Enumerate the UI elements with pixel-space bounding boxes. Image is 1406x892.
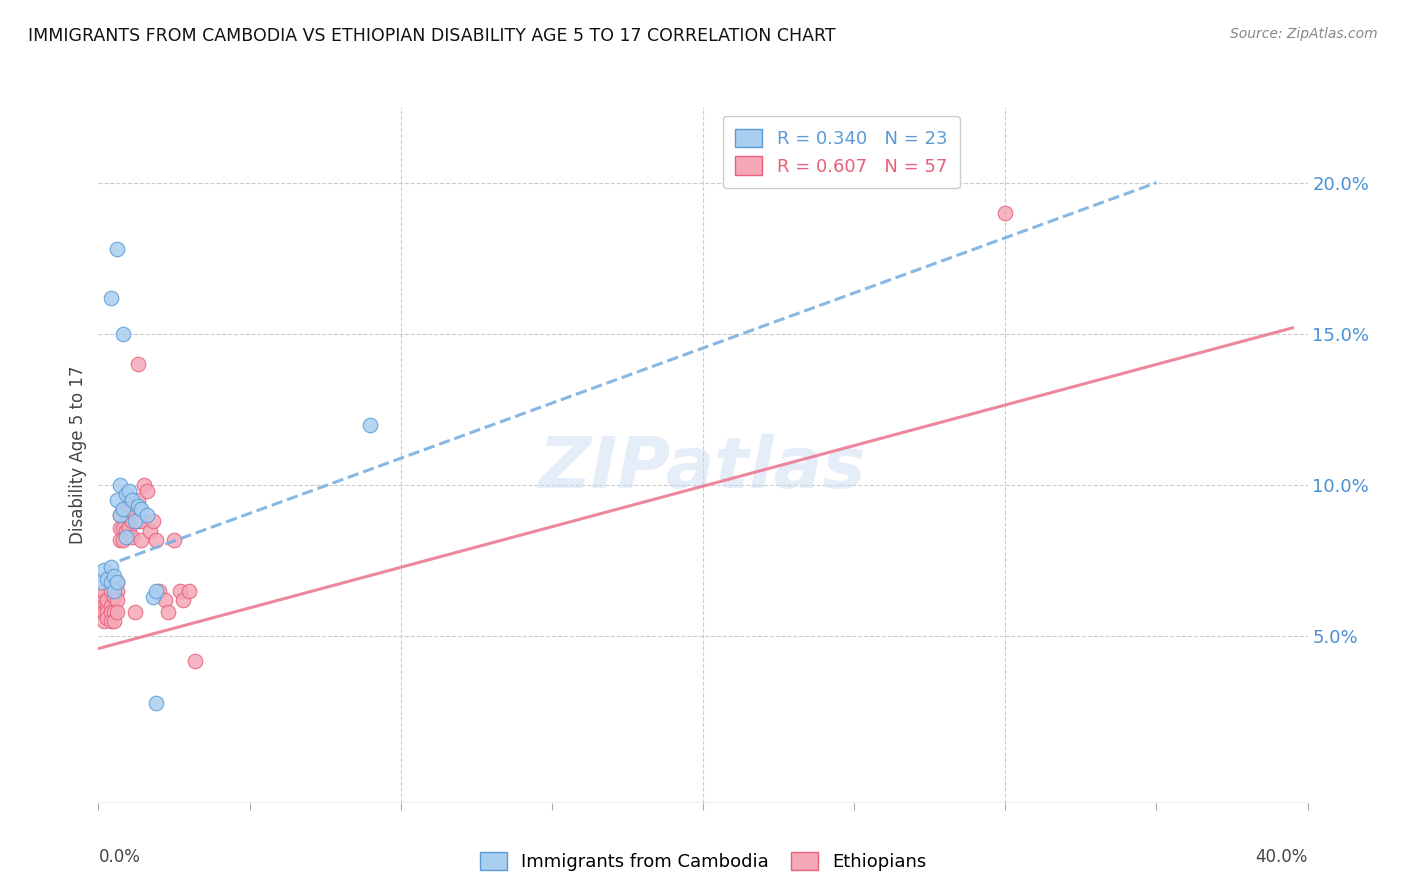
Point: [163, 533, 186, 547]
Point: [103, 605, 125, 619]
Point: [103, 590, 125, 604]
Point: [118, 502, 141, 516]
Point: [90, 599, 112, 614]
Point: [100, 605, 122, 619]
Point: [108, 520, 131, 534]
Point: [127, 493, 149, 508]
Point: [105, 574, 128, 589]
Point: [114, 530, 136, 544]
Point: [121, 493, 143, 508]
Point: [148, 584, 170, 599]
Point: [108, 508, 131, 523]
Point: [169, 584, 191, 599]
Point: [184, 654, 207, 668]
Point: [118, 520, 141, 534]
Point: [100, 291, 122, 305]
Point: [111, 520, 134, 534]
Point: [96, 593, 118, 607]
Point: [111, 502, 134, 516]
Point: [100, 574, 122, 589]
Point: [111, 533, 134, 547]
Point: [145, 696, 167, 710]
Point: [93, 605, 115, 619]
Point: [121, 515, 143, 529]
Point: [108, 533, 131, 547]
Point: [108, 478, 131, 492]
Point: [135, 508, 157, 523]
Point: [105, 242, 128, 256]
Point: [145, 533, 167, 547]
Point: [105, 574, 128, 589]
Point: [129, 502, 152, 516]
Point: [132, 478, 155, 492]
Text: IMMIGRANTS FROM CAMBODIA VS ETHIOPIAN DISABILITY AGE 5 TO 17 CORRELATION CHART: IMMIGRANTS FROM CAMBODIA VS ETHIOPIAN DI…: [28, 27, 835, 45]
Point: [90, 590, 112, 604]
Point: [127, 515, 149, 529]
Point: [100, 559, 122, 574]
Point: [93, 593, 115, 607]
Point: [135, 484, 157, 499]
Point: [124, 508, 146, 523]
Point: [103, 569, 125, 583]
Point: [114, 508, 136, 523]
Text: 0.0%: 0.0%: [98, 848, 141, 866]
Point: [93, 584, 115, 599]
Point: [118, 484, 141, 499]
Point: [127, 357, 149, 371]
Point: [105, 605, 128, 619]
Point: [127, 500, 149, 514]
Point: [103, 584, 125, 599]
Point: [103, 574, 125, 589]
Point: [111, 326, 134, 341]
Point: [100, 584, 122, 599]
Point: [100, 615, 122, 629]
Point: [156, 605, 179, 619]
Point: [360, 417, 382, 432]
Point: [994, 206, 1017, 220]
Point: [114, 524, 136, 538]
Point: [108, 508, 131, 523]
Point: [96, 572, 118, 586]
Point: [124, 605, 146, 619]
Point: [129, 515, 152, 529]
Text: Source: ZipAtlas.com: Source: ZipAtlas.com: [1230, 27, 1378, 41]
Point: [121, 530, 143, 544]
Point: [90, 574, 112, 589]
Point: [96, 611, 118, 625]
Point: [114, 487, 136, 501]
Point: [142, 590, 165, 604]
Point: [96, 599, 118, 614]
Point: [172, 593, 194, 607]
Point: [124, 515, 146, 529]
Point: [93, 615, 115, 629]
Point: [93, 563, 115, 577]
Point: [105, 493, 128, 508]
Text: ZIPatlas: ZIPatlas: [540, 434, 866, 503]
Point: [139, 524, 162, 538]
Point: [100, 599, 122, 614]
Point: [142, 515, 165, 529]
Point: [145, 584, 167, 599]
Y-axis label: Disability Age 5 to 17: Disability Age 5 to 17: [69, 366, 87, 544]
Point: [153, 593, 176, 607]
Legend: R = 0.340   N = 23, R = 0.607   N = 57: R = 0.340 N = 23, R = 0.607 N = 57: [723, 116, 960, 188]
Point: [105, 593, 128, 607]
Point: [90, 605, 112, 619]
Legend: Immigrants from Cambodia, Ethiopians: Immigrants from Cambodia, Ethiopians: [472, 845, 934, 879]
Point: [129, 533, 152, 547]
Point: [105, 584, 128, 599]
Point: [179, 584, 201, 599]
Point: [96, 605, 118, 619]
Text: 40.0%: 40.0%: [1256, 848, 1308, 866]
Point: [96, 593, 118, 607]
Point: [93, 599, 115, 614]
Point: [111, 502, 134, 516]
Point: [103, 615, 125, 629]
